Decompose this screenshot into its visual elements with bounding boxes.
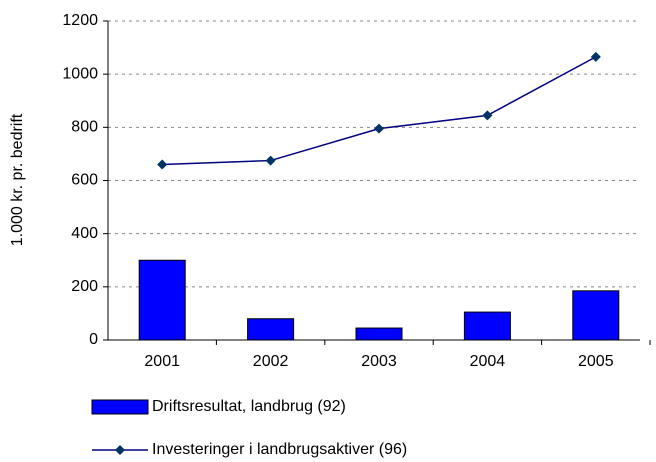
- x-tick-label: 2001: [144, 353, 180, 370]
- x-tick-label: 2003: [361, 353, 397, 370]
- y-tick-label: 600: [71, 172, 98, 189]
- bar: [138, 259, 186, 341]
- marker: [374, 123, 384, 134]
- bar: [572, 290, 620, 341]
- x-tick-label: 2004: [470, 353, 506, 370]
- x-tick-label: 2005: [578, 353, 614, 370]
- y-tick-label: 0: [89, 331, 98, 348]
- y-tick-label: 800: [71, 119, 98, 136]
- x-tick-label: 2002: [253, 353, 289, 370]
- legend-swatch: [91, 399, 149, 415]
- marker: [265, 155, 276, 166]
- marker: [482, 110, 493, 121]
- y-tick-label: 400: [71, 225, 98, 242]
- y-tick-label: 200: [71, 278, 98, 295]
- y-axis-label: 1.000 kr. pr. bedrift: [9, 113, 26, 246]
- legend-label: Driftsresultat, landbrug (92): [152, 398, 346, 415]
- legend-marker: [115, 445, 125, 455]
- y-tick-label: 1200: [62, 12, 98, 29]
- y-tick-label: 1000: [62, 65, 98, 82]
- marker: [157, 159, 168, 170]
- bar: [247, 318, 295, 341]
- marker: [590, 51, 601, 62]
- bar: [463, 311, 511, 341]
- bar: [355, 327, 403, 341]
- legend-label: Investeringer i landbrugsaktiver (96): [152, 441, 407, 458]
- line: [162, 56, 597, 166]
